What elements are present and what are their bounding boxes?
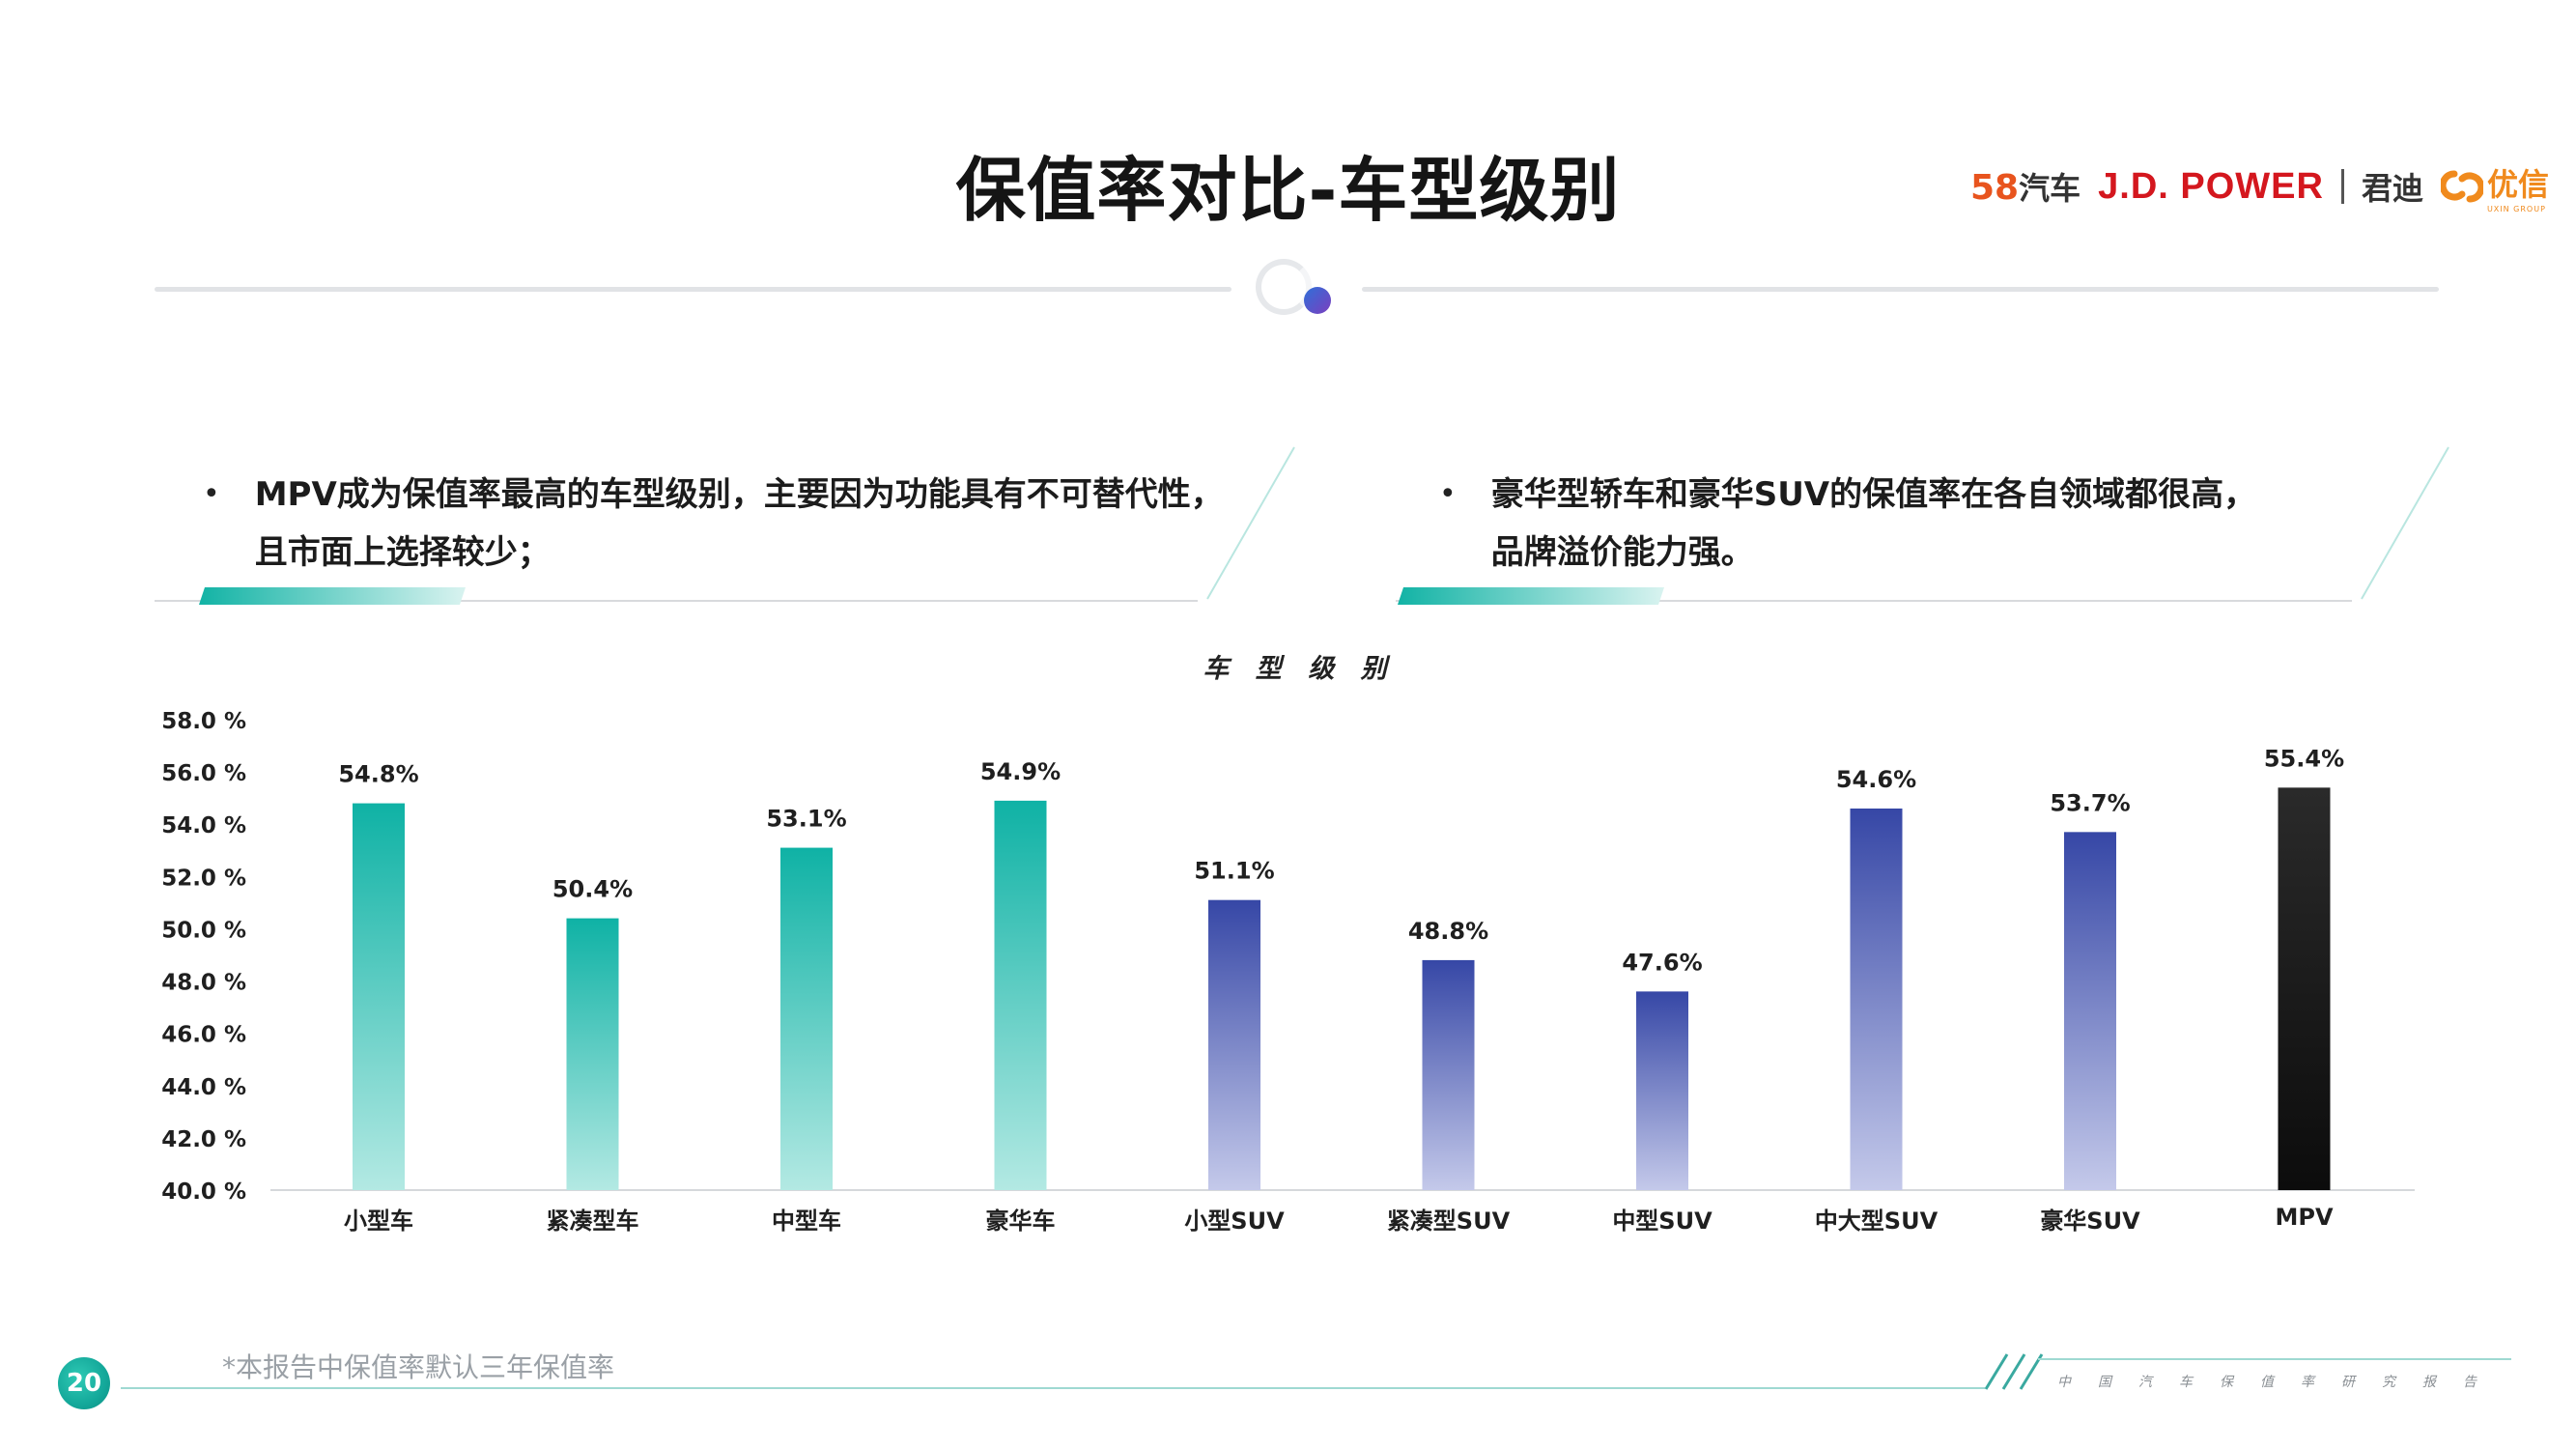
logo-youxin-sub: UXIN GROUP	[2486, 204, 2546, 213]
logo-jundi: 君迪	[2361, 170, 2423, 207]
chart-title: 车 型 级 别	[1203, 654, 1396, 684]
data-label: 53.7%	[2050, 789, 2130, 816]
divider-ring-icon	[1256, 259, 1312, 315]
logo-jd-power: J.D. POWER	[2098, 165, 2324, 207]
bar-3	[780, 847, 833, 1190]
bar-chart: 58.0 % 56.0 % 54.0 % 52.0 % 50.0 % 48.0 % 46.0…	[161, 709, 2415, 1235]
bullet-item-2: • 豪华型轿车和豪华SUV的保值率在各自领域都很高， 品牌溢价能力强。	[1439, 466, 2256, 582]
bullet-dot: •	[1439, 477, 1457, 511]
data-label: 48.8%	[1408, 918, 1488, 945]
youxin-link-icon	[2440, 170, 2483, 203]
y-tick-label: 52.0 %	[161, 866, 246, 891]
bullet-text-1: MPV成为保值率最高的车型级别，主要因为功能具有不可替代性， 且市面上选择较少；	[255, 466, 1224, 582]
y-tick-label: 48.0 %	[161, 971, 246, 996]
y-tick-label: 46.0 %	[161, 1023, 246, 1048]
x-tick-label: 豪华SUV	[2040, 1208, 2140, 1235]
bar-5	[1208, 899, 1260, 1190]
data-label: 54.6%	[1836, 766, 1916, 793]
footer-line	[121, 1387, 1985, 1389]
x-tick-label: 紧凑型车	[547, 1208, 639, 1235]
bar-1	[353, 803, 405, 1190]
bullet-box-2: • 豪华型轿车和豪华SUV的保值率在各自领域都很高， 品牌溢价能力强。	[1396, 444, 2555, 609]
logo-58-text: 汽车	[2019, 170, 2081, 207]
page-number: 20	[58, 1357, 110, 1409]
page-title: 保值率对比-车型级别	[955, 150, 1621, 231]
y-tick-label: 50.0 %	[161, 918, 246, 943]
bullet-box-frame	[1396, 445, 2449, 605]
x-tick-label: 小型SUV	[1184, 1208, 1285, 1235]
bullet-dot: •	[203, 477, 220, 511]
x-tick-label: 中大型SUV	[1815, 1208, 1939, 1235]
logo-separator	[2340, 169, 2344, 204]
footer-tagline-line	[2038, 1358, 2511, 1360]
data-label: 55.4%	[2264, 745, 2344, 772]
y-tick-label: 44.0 %	[161, 1075, 246, 1100]
data-label: 54.8%	[338, 761, 418, 788]
divider-dot-icon	[1304, 287, 1331, 314]
x-tick-label: 中型SUV	[1612, 1208, 1713, 1235]
footnote: *本报告中保值率默认三年保值率	[222, 1351, 615, 1383]
bar-2	[566, 918, 619, 1190]
bullet-text-2-line2: 品牌溢价能力强。	[1490, 533, 1754, 572]
x-tick-label: 中型车	[772, 1208, 841, 1235]
bullet-text-2-line1: 豪华型轿车和豪华SUV的保值率在各自领域都很高，	[1490, 475, 2257, 514]
data-label: 47.6%	[1622, 949, 1702, 976]
bar-9	[2064, 832, 2116, 1190]
logo-youxin: 优信 UXIN GROUP	[2440, 160, 2549, 213]
title-divider-left	[155, 287, 1231, 292]
data-label: 50.4%	[552, 876, 633, 903]
bullet-box-1: • MPV成为保值率最高的车型级别，主要因为功能具有不可替代性， 且市面上选择较…	[155, 444, 1314, 609]
bullet-text-1-line2: 且市面上选择较少；	[254, 533, 551, 572]
x-tick-label: MPV	[2275, 1204, 2333, 1231]
data-label: 51.1%	[1194, 858, 1274, 885]
y-tick-label: 58.0 %	[161, 709, 246, 734]
bullet-text-2: 豪华型轿车和豪华SUV的保值率在各自领域都很高， 品牌溢价能力强。	[1491, 466, 2256, 582]
bar-4	[994, 800, 1047, 1190]
logo-youxin-text: 优信	[2486, 165, 2549, 203]
data-label: 53.1%	[766, 806, 846, 833]
footer-slash-icon	[1984, 1353, 2044, 1390]
bullet-text-1-line1: MPV成为保值率最高的车型级别，主要因为功能具有不可替代性，	[254, 475, 1224, 514]
y-tick-label: 56.0 %	[161, 761, 246, 786]
footer-tagline: 中国汽车保值率研究报告	[2057, 1375, 2504, 1390]
bar-10	[2278, 787, 2331, 1190]
title-divider-right	[1362, 287, 2439, 292]
y-tick-label: 54.0 %	[161, 813, 246, 838]
data-label: 54.9%	[980, 758, 1061, 785]
y-tick-label: 42.0 %	[161, 1127, 246, 1152]
logo-58-auto: 58汽车	[1970, 164, 2081, 209]
bullet-box-frame	[155, 445, 1295, 605]
x-tick-label: 豪华车	[986, 1208, 1056, 1235]
x-tick-label: 紧凑型SUV	[1387, 1208, 1511, 1235]
bar-8	[1850, 808, 1903, 1190]
bar-7	[1636, 991, 1688, 1190]
x-tick-label: 小型车	[344, 1208, 413, 1235]
logo-58-number: 58	[1970, 168, 2020, 208]
bullet-item-1: • MPV成为保值率最高的车型级别，主要因为功能具有不可替代性， 且市面上选择较…	[203, 466, 1224, 582]
partner-logos: 58汽车 J.D. POWER 君迪 优信 UXIN GROUP	[1970, 160, 2549, 213]
y-tick-label: 40.0 %	[161, 1179, 246, 1205]
bar-6	[1422, 959, 1475, 1190]
